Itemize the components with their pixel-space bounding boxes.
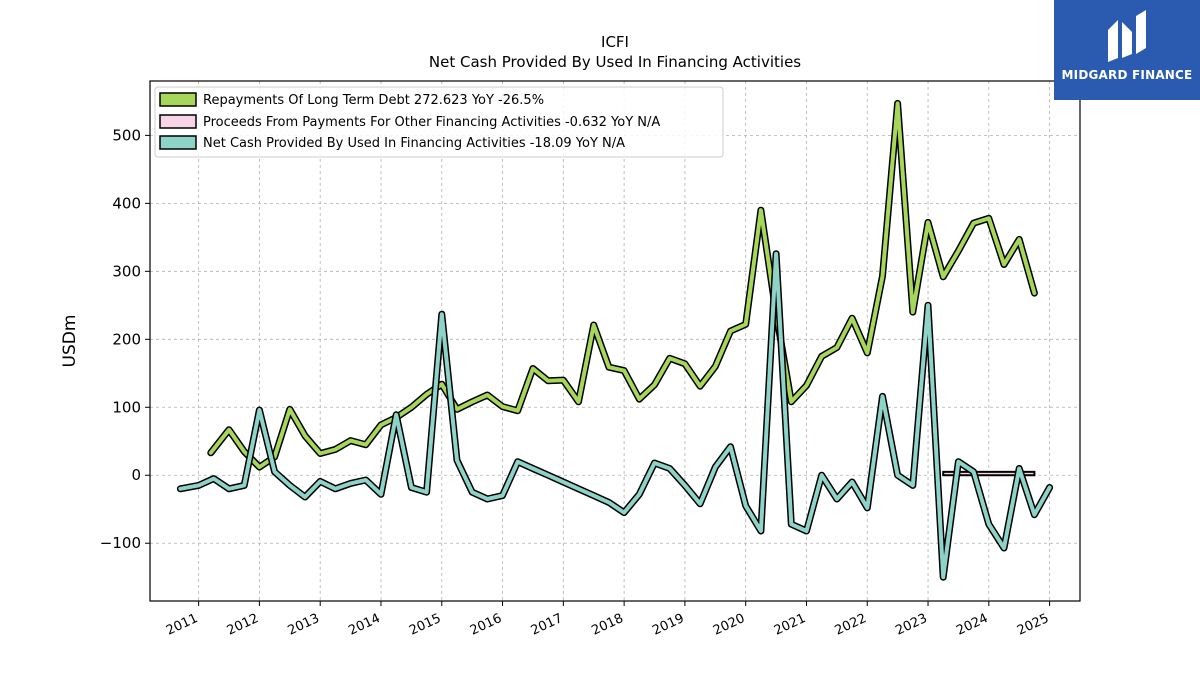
x-tick-label: 2024	[954, 611, 990, 639]
x-tick-label: 2021	[772, 611, 808, 639]
plot-frame	[149, 80, 1081, 602]
x-tick-label: 2013	[286, 611, 322, 639]
x-tick-label: 2015	[407, 611, 443, 639]
legend-label-proceeds: Proceeds From Payments For Other Financi…	[203, 115, 660, 130]
y-tick-label: 100	[112, 398, 141, 416]
legend-swatch-net-cash	[159, 135, 197, 150]
series-proceeds-band	[942, 470, 1036, 477]
x-tick-label: 2019	[650, 611, 686, 639]
x-tick-label: 2025	[1015, 611, 1051, 639]
logo-text: MIDGARD FINANCE	[1061, 68, 1193, 82]
y-tick-label: 0	[131, 466, 141, 484]
x-tick-label: 2022	[833, 611, 869, 639]
series-layer	[176, 99, 1054, 581]
legend-swatch-repayments	[159, 92, 197, 107]
midgard-logo-icon	[1108, 10, 1146, 62]
y-tick-label: 400	[112, 194, 141, 212]
y-tick-label: 500	[112, 126, 141, 144]
legend-frame	[154, 86, 724, 158]
x-tick-label: 2016	[468, 611, 504, 639]
y-tick-label: −100	[100, 534, 141, 552]
series-net-cash-line	[178, 251, 1052, 580]
y-tick-label: 300	[112, 262, 141, 280]
series-repayments-line	[208, 101, 1037, 470]
legend: Repayments Of Long Term Debt 272.623 YoY…	[154, 86, 724, 158]
x-tick-label: 2012	[225, 611, 261, 639]
x-tick-label: 2014	[346, 611, 382, 639]
y-tick-label: 200	[112, 330, 141, 348]
x-tick-label: 2020	[711, 611, 747, 639]
legend-label-net-cash: Net Cash Provided By Used In Financing A…	[203, 136, 625, 151]
x-tick-label: 2023	[893, 611, 929, 639]
x-tick-label: 2018	[589, 611, 625, 639]
y-axis-label: USDm	[60, 315, 80, 368]
brand-logo: MIDGARD FINANCE	[1054, 0, 1200, 100]
x-tick-label: 2011	[164, 611, 200, 639]
legend-swatch-proceeds	[159, 114, 197, 129]
chart-title: ICFI	[601, 33, 629, 51]
chart-subtitle: Net Cash Provided By Used In Financing A…	[429, 53, 801, 71]
legend-label-repayments: Repayments Of Long Term Debt 272.623 YoY…	[203, 93, 544, 108]
x-tick-label: 2017	[529, 611, 565, 639]
